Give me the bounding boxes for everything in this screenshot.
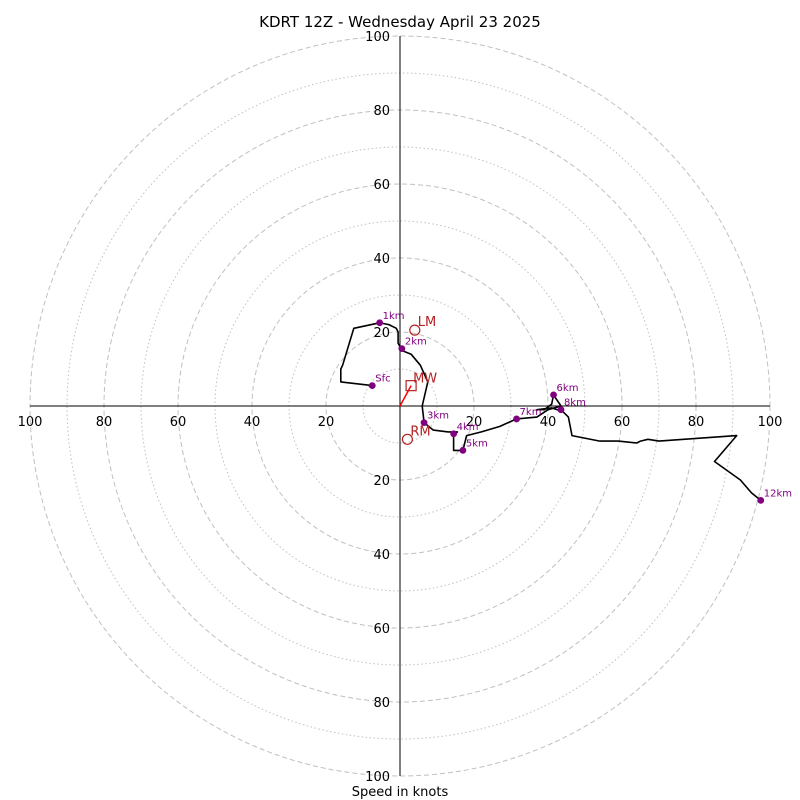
level-point-7km [513,415,520,423]
height-markers: Sfc 1km 2km 3km 4km 5km 6km 7km 8km 12km [368,311,792,504]
level-label-sfc: Sfc [375,374,390,385]
level-label-6km: 6km [557,383,579,394]
level-point-5km [459,447,467,454]
tick-label-bottom-60: 60 [373,622,390,637]
tick-labels: 20 20 20 20 40 40 40 40 60 60 60 60 80 80 80 80 100 100 10… [18,30,783,785]
level-point-6km [550,391,557,399]
storm-motion-vector [399,385,412,407]
level-point-12km [757,496,765,504]
level-label-2km: 2km [405,337,427,348]
right-mover-marker [401,433,413,445]
mean-wind-label: MW [413,372,437,387]
x-axis-label: Speed in knots [352,785,449,800]
level-label-3km: 3km [427,411,449,422]
tick-label-right-100: 100 [758,415,783,430]
tick-label-top-60: 60 [373,178,390,193]
tick-label-top-100: 100 [365,30,390,45]
tick-label-left-60: 60 [170,415,187,430]
tick-label-right-80: 80 [688,415,705,430]
left-mover-marker [409,324,421,336]
chart-title: KDRT 12Z - Wednesday April 23 2025 [259,13,541,31]
level-point-sfc [368,382,376,390]
tick-label-left-40: 40 [244,415,261,430]
level-label-12km: 12km [764,488,792,499]
left-mover-label: LM [418,315,436,330]
tick-label-right-40: 40 [540,415,557,430]
tick-label-top-80: 80 [373,104,390,119]
level-point-1km [376,319,384,327]
level-label-1km: 1km [383,311,405,322]
level-point-2km [398,345,406,353]
tick-label-left-20: 20 [318,415,335,430]
level-label-5km: 5km [466,438,488,449]
level-label-7km: 7km [520,407,542,418]
tick-label-right-60: 60 [614,415,631,430]
mean-wind-marker [405,380,417,392]
tick-label-bottom-100: 100 [365,770,390,785]
tick-label-top-40: 40 [373,252,390,267]
storm-motion-markers: MW LM RM [399,315,437,445]
tick-label-bottom-40: 40 [373,548,390,563]
tick-label-right-20: 20 [466,415,483,430]
hodograph-line [339,321,762,502]
tick-label-top-20: 20 [373,326,390,341]
hodograph-trace [339,321,762,502]
right-mover-label: RM [410,424,430,439]
tick-label-bottom-80: 80 [373,696,390,711]
level-point-4km [450,430,458,438]
level-point-8km [557,406,565,414]
tick-label-left-100: 100 [18,415,43,430]
level-label-8km: 8km [564,398,586,409]
level-point-3km [420,419,428,427]
level-label-4km: 4km [457,422,479,433]
tick-label-left-80: 80 [96,415,113,430]
tick-label-bottom-20: 20 [373,474,390,489]
